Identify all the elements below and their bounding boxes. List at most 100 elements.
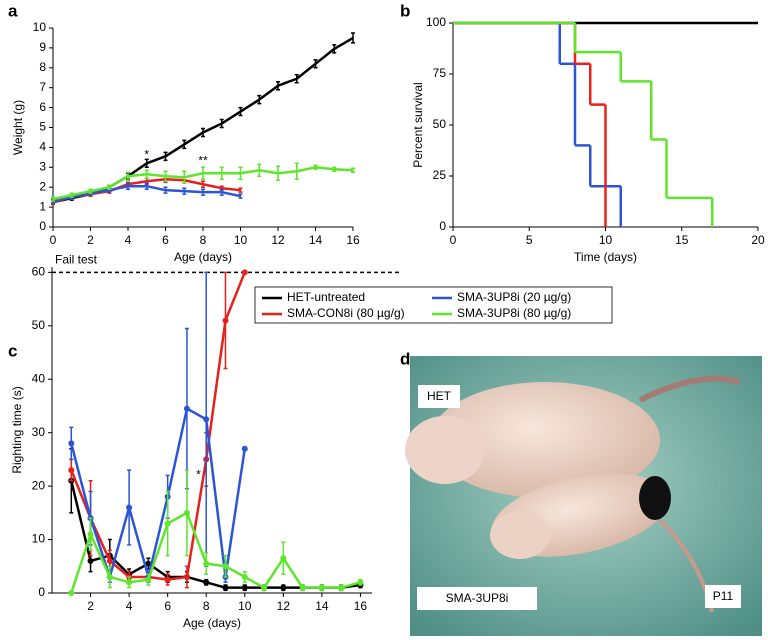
marker bbox=[241, 573, 248, 580]
marker bbox=[145, 560, 152, 567]
marker bbox=[164, 576, 171, 583]
error-bar bbox=[219, 118, 224, 129]
x-tick-label: 15 bbox=[675, 233, 689, 247]
y-tick-label: 10 bbox=[33, 20, 47, 34]
error-bar bbox=[144, 182, 149, 190]
marker bbox=[280, 584, 287, 591]
x-tick-label: 8 bbox=[203, 599, 210, 613]
y-tick-label: 1 bbox=[39, 199, 46, 213]
x-tick-label: 5 bbox=[526, 233, 533, 247]
annotation: * bbox=[144, 148, 149, 162]
series-line bbox=[70, 271, 246, 581]
error-bar bbox=[257, 94, 262, 105]
x-tick-label: 2 bbox=[87, 233, 94, 247]
error-bar bbox=[332, 166, 337, 173]
panel-label: a bbox=[8, 1, 18, 20]
marker bbox=[183, 509, 190, 516]
sma-head bbox=[490, 511, 550, 559]
y-tick-label: 8 bbox=[39, 60, 46, 74]
marker bbox=[261, 584, 268, 591]
error-bar bbox=[238, 166, 243, 180]
photo-label: P11 bbox=[713, 589, 734, 603]
y-axis-label: Percent survival bbox=[411, 82, 425, 167]
marker bbox=[126, 504, 133, 511]
photo-panel: HET SMA-3UP8i P11 d bbox=[400, 349, 762, 636]
marker bbox=[241, 445, 248, 452]
x-tick-label: 14 bbox=[315, 599, 329, 613]
y-axis-label: Righting time (s) bbox=[10, 386, 24, 473]
marker bbox=[106, 557, 113, 564]
legend-label: SMA-3UP8i (80 µg/g) bbox=[457, 306, 571, 320]
y-tick-label: 100 bbox=[426, 15, 446, 29]
y-axis-label: Weight (g) bbox=[11, 100, 25, 155]
error-bar bbox=[201, 166, 205, 180]
error-bar bbox=[276, 80, 280, 91]
error-bar bbox=[238, 187, 243, 193]
error-bar bbox=[313, 59, 318, 69]
marker bbox=[87, 557, 94, 564]
y-tick-label: 50 bbox=[32, 318, 46, 332]
error-bar bbox=[219, 188, 224, 196]
label-box bbox=[418, 385, 460, 408]
y-tick-label: 10 bbox=[32, 532, 46, 546]
error-bar bbox=[51, 196, 55, 202]
reference-label: Fail test bbox=[55, 253, 98, 267]
error-bar bbox=[351, 32, 355, 44]
x-tick-label: 4 bbox=[125, 233, 132, 247]
error-bar bbox=[126, 182, 130, 190]
label-box bbox=[417, 587, 537, 610]
y-tick-label: 4 bbox=[39, 140, 46, 154]
marker bbox=[106, 573, 113, 580]
marker bbox=[126, 579, 133, 586]
legend-label: HET-untreated bbox=[287, 290, 365, 304]
error-bar bbox=[182, 187, 187, 195]
error-bar bbox=[238, 193, 243, 199]
error-bar bbox=[126, 171, 130, 181]
x-tick-label: 10 bbox=[238, 599, 252, 613]
error-bar bbox=[163, 151, 168, 162]
x-tick-label: 12 bbox=[277, 599, 291, 613]
y-tick-label: 20 bbox=[32, 478, 46, 492]
marker bbox=[203, 416, 210, 423]
x-tick-label: 20 bbox=[751, 233, 765, 247]
panel-label: b bbox=[400, 1, 410, 20]
y-tick-label: 9 bbox=[39, 40, 46, 54]
marker bbox=[222, 563, 229, 570]
marker bbox=[183, 405, 190, 412]
y-tick-label: 30 bbox=[32, 425, 46, 439]
marker bbox=[68, 590, 75, 596]
marker bbox=[241, 269, 248, 276]
error-bar bbox=[144, 158, 149, 169]
error-bar bbox=[294, 162, 299, 180]
x-tick-label: 8 bbox=[200, 233, 207, 247]
marker bbox=[299, 584, 306, 591]
het-head bbox=[405, 416, 485, 484]
error-bar bbox=[201, 127, 205, 138]
error-bar bbox=[351, 167, 355, 174]
marker bbox=[203, 560, 210, 567]
legend-label: SMA-3UP8i (20 µg/g) bbox=[457, 290, 571, 304]
y-tick-label: 7 bbox=[39, 80, 46, 94]
legend-box bbox=[254, 286, 613, 324]
error-bar bbox=[163, 186, 168, 194]
error-bar bbox=[182, 170, 187, 184]
x-tick-label: 0 bbox=[50, 233, 57, 247]
y-tick-label: 0 bbox=[39, 219, 46, 233]
marker bbox=[203, 579, 210, 586]
x-tick-label: 2 bbox=[87, 599, 94, 613]
photo-label: SMA-3UP8i bbox=[446, 591, 509, 605]
error-bar bbox=[107, 184, 112, 190]
y-tick-label: 6 bbox=[39, 100, 46, 114]
error-bar bbox=[88, 188, 93, 194]
marker bbox=[222, 317, 229, 324]
error-bar bbox=[201, 180, 205, 188]
marker bbox=[357, 579, 364, 586]
x-tick-label: 10 bbox=[234, 233, 248, 247]
x-tick-label: 16 bbox=[354, 599, 368, 613]
x-tick-label: 16 bbox=[346, 233, 360, 247]
marker bbox=[145, 576, 152, 583]
y-tick-label: 25 bbox=[433, 168, 447, 182]
x-tick-label: 6 bbox=[164, 599, 171, 613]
annotation: ** bbox=[198, 154, 208, 168]
error-bar bbox=[182, 139, 187, 150]
